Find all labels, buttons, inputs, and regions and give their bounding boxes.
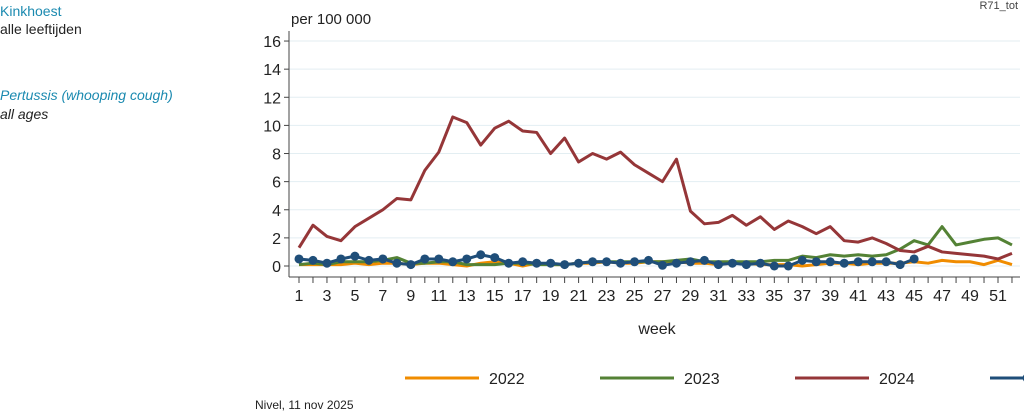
- legend-label-2022: 2022: [489, 371, 525, 388]
- x-axis-label: week: [637, 321, 676, 338]
- data-point-2025: [644, 255, 653, 265]
- data-point-2025: [490, 253, 500, 263]
- subtitle-dutch: alle leeftijden: [0, 21, 82, 37]
- x-tick-label: 1: [295, 288, 304, 305]
- legend-label-2023: 2023: [684, 371, 720, 388]
- x-tick-label: 15: [486, 288, 504, 305]
- chart-code: R71_tot: [979, 0, 1018, 12]
- x-tick-label: 39: [821, 288, 839, 305]
- x-tick-label: 17: [514, 288, 532, 305]
- x-tick-label: 41: [849, 288, 867, 305]
- x-tick-label: 23: [598, 288, 616, 305]
- series-line-2024: [297, 115, 1013, 261]
- x-tick-label: 51: [989, 288, 1007, 305]
- data-point-2025: [308, 255, 318, 265]
- data-point-2025: [420, 254, 430, 264]
- data-point-2025: [462, 254, 472, 264]
- y-tick-label: 14: [263, 62, 281, 79]
- x-tick-label: 37: [793, 288, 811, 305]
- y-tick-label: 16: [263, 34, 281, 51]
- data-point-2025: [392, 258, 402, 268]
- x-tick-label: 45: [905, 288, 923, 305]
- title-english: Pertussis (whooping cough): [0, 87, 173, 103]
- data-point-2025: [476, 250, 486, 260]
- x-tick-label: 9: [406, 288, 415, 305]
- data-point-2025: [797, 255, 807, 265]
- x-tick-label: 31: [710, 288, 728, 305]
- y-tick-label: 10: [263, 118, 281, 135]
- x-tick-label: 35: [765, 288, 783, 305]
- x-tick-label: 11: [430, 288, 447, 305]
- data-point-2025: [741, 260, 751, 270]
- data-point-2025: [364, 255, 374, 265]
- data-point-2025: [713, 260, 723, 270]
- data-point-2025: [811, 257, 821, 267]
- data-point-2025: [588, 257, 598, 267]
- y-tick-label: 12: [263, 90, 281, 107]
- y-axis-label: per 100 000: [291, 11, 371, 28]
- data-point-2025: [378, 254, 388, 264]
- data-point-2025: [783, 261, 793, 271]
- y-tick-label: 6: [272, 175, 281, 192]
- y-tick-label: 8: [272, 147, 281, 164]
- series-line-2023: [298, 225, 1013, 267]
- x-tick-label: 27: [654, 288, 672, 305]
- data-point-2025: [434, 254, 444, 264]
- data-point-2025: [769, 261, 779, 271]
- data-point-2025: [657, 260, 667, 270]
- x-tick-label: 49: [961, 288, 979, 305]
- data-point-2025: [602, 257, 612, 267]
- x-tick-label: 47: [933, 288, 951, 305]
- data-point-2025: [853, 257, 863, 267]
- x-tick-label: 13: [458, 288, 476, 305]
- data-point-2025: [406, 260, 416, 270]
- y-tick-label: 4: [272, 203, 281, 220]
- data-point-2025: [727, 258, 737, 268]
- source-note: Nivel, 11 nov 2025: [255, 398, 354, 412]
- x-tick-label: 43: [877, 288, 895, 305]
- data-point-2025: [574, 258, 584, 268]
- data-point-2025: [881, 257, 891, 267]
- data-point-2025: [699, 255, 709, 265]
- x-tick-label: 19: [542, 288, 560, 305]
- data-point-2025: [867, 257, 877, 267]
- data-point-2025: [909, 254, 919, 264]
- x-tick-label: 7: [378, 288, 387, 305]
- data-point-2025: [755, 258, 765, 268]
- subtitle-english: all ages: [0, 106, 49, 122]
- x-tick-label: 33: [737, 288, 755, 305]
- data-point-2025: [532, 258, 542, 268]
- data-point-2025: [518, 257, 528, 267]
- y-tick-label: 0: [272, 259, 281, 276]
- data-point-2025: [839, 258, 849, 268]
- data-point-2025: [895, 260, 905, 270]
- x-tick-label: 29: [682, 288, 700, 305]
- legend-label-2024: 2024: [879, 371, 915, 388]
- data-point-2025: [322, 258, 332, 268]
- data-point-2025: [560, 260, 570, 270]
- x-tick-label: 3: [323, 288, 332, 305]
- data-point-2025: [630, 257, 640, 267]
- data-point-2025: [350, 251, 360, 261]
- y-tick-label: 2: [272, 231, 281, 248]
- data-point-2025: [616, 258, 626, 268]
- data-point-2025: [336, 254, 346, 264]
- data-point-2025: [448, 257, 458, 267]
- data-point-2025: [546, 258, 556, 268]
- title-dutch: Kinkhoest: [0, 3, 62, 19]
- x-tick-label: 21: [570, 288, 588, 305]
- x-tick-label: 25: [626, 288, 644, 305]
- data-point-2025: [671, 258, 681, 268]
- x-tick-label: 5: [350, 288, 359, 305]
- data-point-2025: [504, 258, 514, 268]
- data-point-2025: [685, 257, 695, 267]
- data-point-2025: [825, 257, 835, 267]
- data-point-2025: [294, 254, 304, 264]
